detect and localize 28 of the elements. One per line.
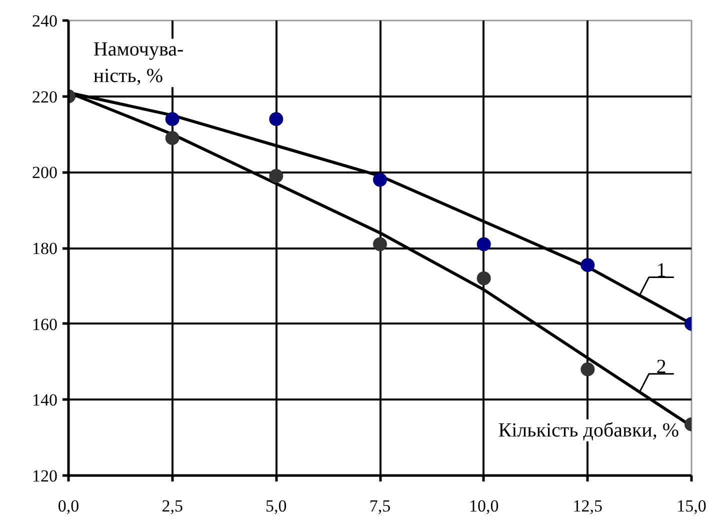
point — [165, 112, 180, 126]
x-tick-label: 7,5 — [369, 496, 391, 516]
point — [373, 172, 387, 187]
y-tick-label: 220 — [32, 87, 58, 106]
point — [580, 362, 595, 376]
x-tick-label: 2,5 — [162, 496, 183, 516]
x-tick-label: 10,0 — [468, 496, 499, 516]
y-tick-label: 200 — [32, 163, 58, 182]
point — [476, 271, 491, 286]
x-tick-label: 12,5 — [572, 496, 603, 516]
series-label: 2 — [656, 356, 666, 378]
point — [580, 258, 595, 272]
y-axis-title: Намочува- ність, % — [93, 38, 184, 88]
point — [269, 168, 284, 183]
y-tick-label: 120 — [32, 466, 58, 486]
x-axis-title: Кількість добавки, % — [498, 419, 680, 442]
point — [165, 131, 180, 146]
x-tick-label: 15,0 — [676, 496, 706, 516]
y-tick-label: 140 — [32, 390, 58, 410]
series-label: 1 — [656, 259, 666, 282]
point — [476, 237, 491, 252]
point — [373, 237, 387, 252]
y-tick-label: 240 — [32, 12, 58, 30]
x-tick-label: 0,0 — [58, 496, 80, 516]
y-tick-label: 160 — [32, 314, 58, 334]
point — [269, 112, 284, 126]
y-tick-label: 180 — [32, 239, 58, 258]
x-tick-label: 5,0 — [266, 496, 287, 516]
